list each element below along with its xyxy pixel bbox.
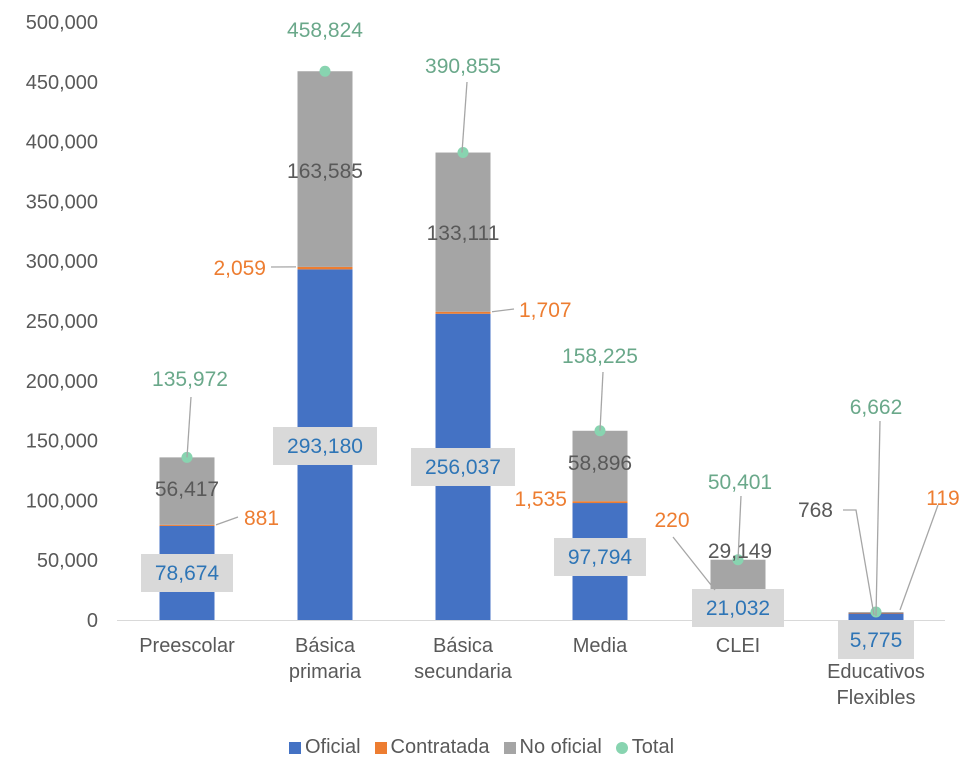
data-label-oficial: 21,032 [706, 597, 770, 620]
total-marker [457, 147, 469, 159]
y-tick-label: 450,000 [26, 72, 98, 94]
data-label-box [838, 621, 914, 659]
data-label-no-oficial: 56,417 [155, 478, 219, 501]
y-tick-label: 350,000 [26, 191, 98, 213]
y-tick-label: 100,000 [26, 490, 98, 512]
data-label-oficial: 5,775 [850, 629, 903, 652]
stacked-bar-chart: 0 50,000 100,000 150,000 200,000 250,000 300,0… [26, 12, 960, 709]
x-tick-label: Flexibles [837, 687, 916, 709]
bar-no-oficial [159, 457, 215, 525]
x-tick-label: primaria [289, 661, 362, 683]
y-tick-label: 150,000 [26, 431, 98, 453]
leader-total [875, 420, 881, 617]
data-label-contratada: 2,059 [213, 257, 266, 280]
leader-total [186, 396, 192, 458]
x-tick-label: Educativos [827, 661, 925, 683]
leader-total [599, 371, 604, 431]
data-label-total: 458,824 [287, 19, 363, 42]
data-label-no-oficial: 58,896 [568, 452, 632, 475]
legend-item-no-oficial: No oficial [503, 736, 602, 759]
x-tick-label: Media [573, 635, 628, 657]
bar-contratada [297, 266, 353, 270]
x-tick-label: Básica [295, 635, 356, 657]
leader-total [461, 81, 468, 153]
data-label-oficial: 78,674 [155, 562, 220, 585]
total-marker [319, 65, 331, 77]
data-label-total: 158,225 [562, 345, 638, 368]
legend-label-no-oficial: No oficial [519, 736, 602, 758]
leader-contratada [899, 504, 939, 611]
y-tick-label: 50,000 [37, 550, 98, 572]
data-label-no-oficial: 163,585 [287, 160, 363, 183]
y-tick-label: 200,000 [26, 371, 98, 393]
data-label-box [554, 538, 646, 576]
legend-item-oficial: Oficial [288, 736, 361, 759]
leader-total [737, 495, 742, 560]
leader-contratada [672, 536, 716, 591]
x-tick-label: Básica [433, 635, 494, 657]
data-label-contratada: 119 [926, 487, 959, 510]
x-tick-label: secundaria [414, 661, 513, 683]
bar-no-oficial [297, 71, 353, 267]
data-label-oficial: 293,180 [287, 435, 363, 458]
data-label-no-oficial: 768 [798, 499, 833, 522]
y-tick-label: 300,000 [26, 251, 98, 273]
data-label-oficial: 256,037 [425, 456, 501, 479]
data-label-box [411, 448, 515, 486]
leader-no-oficial [843, 509, 875, 616]
legend-item-contratada: Contratada [374, 736, 490, 759]
leader-contratada [215, 516, 239, 526]
data-label-box [692, 589, 784, 627]
y-tick-label: 400,000 [26, 132, 98, 154]
bar-contratada [159, 524, 215, 526]
x-tick-label: Preescolar [139, 635, 235, 657]
data-label-contratada: 1,707 [519, 299, 572, 322]
data-label-contratada: 881 [244, 507, 279, 530]
data-label-total: 390,855 [425, 55, 501, 78]
y-tick-label: 500,000 [26, 12, 98, 34]
legend-swatch-oficial [288, 741, 301, 754]
data-label-total: 6,662 [850, 396, 903, 419]
legend-label-contratada: Contratada [390, 736, 490, 758]
data-label-total: 135,972 [152, 368, 228, 391]
bar-contratada [572, 501, 628, 504]
bar-contratada [435, 311, 491, 314]
data-label-no-oficial: 133,111 [427, 222, 500, 245]
x-tick-label: CLEI [716, 635, 760, 657]
bar-no-oficial [710, 559, 766, 595]
bar-no-oficial [435, 152, 491, 312]
leader-contratada [491, 308, 515, 313]
data-label-total: 50,401 [708, 471, 772, 494]
legend: Oficial Contratada No oficial Total [0, 736, 963, 759]
legend-swatch-contratada [374, 741, 387, 754]
data-label-contratada: 220 [654, 509, 689, 532]
legend-label-total: Total [631, 736, 675, 758]
data-label-oficial: 97,794 [568, 546, 633, 569]
y-tick-label: 250,000 [26, 311, 98, 333]
data-label-box [141, 554, 233, 592]
data-label-box [273, 427, 377, 465]
legend-item-total: Total [615, 736, 675, 759]
bar-no-oficial [572, 430, 628, 502]
data-label-no-oficial: 29,149 [708, 540, 772, 563]
legend-swatch-total [615, 741, 628, 754]
legend-label-oficial: Oficial [304, 736, 361, 758]
y-tick-label: 0 [87, 610, 98, 632]
legend-swatch-no-oficial [503, 741, 516, 754]
data-label-contratada: 1,535 [514, 488, 567, 511]
